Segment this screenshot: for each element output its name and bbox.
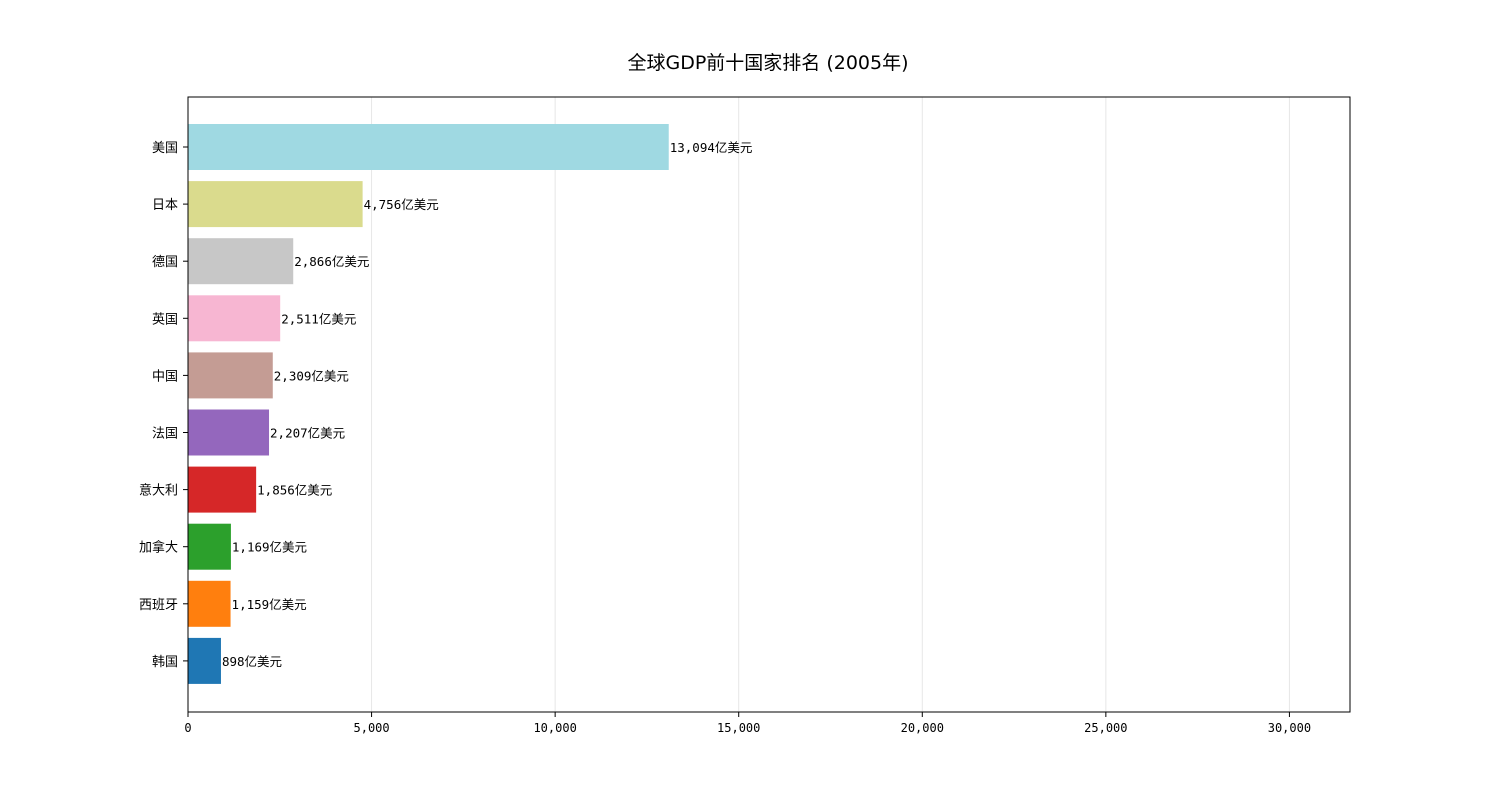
data-label: 2,511亿美元 <box>281 311 356 326</box>
x-axis: 0 5,000 10,000 15,000 20,000 25,000 30,000 <box>184 712 1311 735</box>
x-tick-label: 15,000 <box>717 721 760 735</box>
x-tick-label: 0 <box>184 721 191 735</box>
bar-8 <box>188 523 231 570</box>
y-tick-label: 法国 <box>152 427 178 442</box>
grid-lines <box>371 97 1290 712</box>
bar-7 <box>188 466 257 513</box>
chart-title: 全球GDP前十国家排名 (2005年) <box>627 52 908 74</box>
bar-2 <box>188 181 363 228</box>
y-tick-label: 加拿大 <box>139 540 178 556</box>
data-label: 2,866亿美元 <box>294 254 369 269</box>
bar-3 <box>188 238 294 285</box>
data-label: 898亿美元 <box>222 654 282 669</box>
y-tick-label: 韩国 <box>152 655 178 670</box>
data-labels: 13,094亿美元 4,756亿美元 2,866亿美元 2,511亿美元 2,309亿美… <box>222 140 752 669</box>
x-tick-label: 25,000 <box>1084 721 1127 735</box>
bar-9 <box>188 580 231 627</box>
bar-10 <box>188 637 221 684</box>
bar-6 <box>188 409 270 456</box>
bar-4 <box>188 295 281 342</box>
data-label: 2,309亿美元 <box>274 368 349 383</box>
y-tick-label: 英国 <box>152 312 178 327</box>
data-label: 13,094亿美元 <box>670 140 753 155</box>
y-tick-label: 意大利 <box>139 483 178 499</box>
y-tick-label: 西班牙 <box>139 598 178 613</box>
bar-5 <box>188 352 273 399</box>
data-label: 2,207亿美元 <box>270 426 345 441</box>
x-tick-label: 30,000 <box>1268 721 1311 735</box>
x-tick-label: 10,000 <box>533 721 576 735</box>
plot-frame <box>187 96 1351 713</box>
y-tick-label: 中国 <box>152 369 178 384</box>
x-tick-label: 20,000 <box>901 721 944 735</box>
y-tick-label: 日本 <box>152 198 178 213</box>
data-label: 1,159亿美元 <box>232 597 307 612</box>
data-label: 1,856亿美元 <box>257 483 332 498</box>
data-label: 1,169亿美元 <box>232 540 307 555</box>
y-tick-label: 美国 <box>152 141 178 156</box>
bars <box>188 124 669 684</box>
bar-1 <box>188 124 669 170</box>
y-tick-label: 德国 <box>152 255 178 270</box>
data-label: 4,756亿美元 <box>364 197 439 212</box>
x-tick-label: 5,000 <box>354 721 390 735</box>
